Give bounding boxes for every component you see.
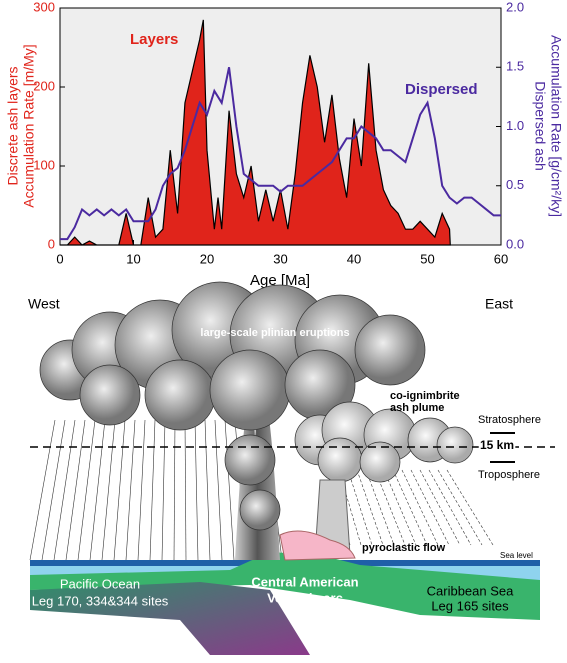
label: pyroclastic flow (362, 542, 446, 554)
ash-fall (428, 469, 472, 546)
ash-fall (365, 469, 395, 546)
ash-fall (173, 419, 176, 561)
label: Volcanic arc (267, 590, 343, 605)
label: Sea level (500, 551, 533, 560)
series-label: Layers (130, 31, 178, 48)
x-tick-label: 20 (200, 251, 214, 266)
y-axis-label: Accumulation Rate [m/My] (21, 44, 37, 207)
x-tick-label: 0 (56, 251, 63, 266)
slab (30, 582, 310, 655)
label: co-ignimbrite (390, 390, 460, 402)
label: Central American (251, 574, 358, 589)
y-axis-label: Discrete ash layers (5, 66, 21, 185)
ash-fall (347, 469, 373, 546)
ash-fall (419, 469, 461, 546)
ash-fall (224, 419, 235, 561)
y-tick-label: 100 (33, 157, 55, 172)
land (30, 552, 540, 620)
ash-fall (184, 419, 187, 561)
pyroclastic-flow (279, 530, 356, 561)
y2-axis-label: Accumulation Rate [g/cm²/ky] (548, 35, 564, 217)
ash-fall (125, 419, 136, 561)
x-tick-label: 50 (420, 251, 434, 266)
line (60, 67, 501, 241)
x-tick-label: 40 (347, 251, 361, 266)
x-tick-label: 60 (494, 251, 508, 266)
label: Caribbean Sea (427, 583, 514, 598)
ash-fall (149, 419, 156, 561)
label: ash plume (390, 402, 444, 414)
x-tick-label: 10 (126, 251, 140, 266)
series-label: Dispersed (405, 81, 478, 98)
label: West (28, 296, 60, 312)
y2-tick-label: 1.0 (506, 118, 524, 133)
x-axis-label: Age [Ma] (250, 272, 310, 289)
y2-tick-label: 0.0 (506, 236, 524, 251)
ash-fall (161, 419, 166, 561)
ash-fall (410, 469, 450, 546)
coignimbrite-cloud (294, 401, 474, 483)
ash-fall (338, 469, 362, 546)
y-tick-label: 200 (33, 78, 55, 93)
ash-fall (77, 419, 96, 561)
ash-fall (137, 419, 146, 561)
label: Leg 170, 334&344 sites (32, 593, 169, 608)
label: 15 km (480, 438, 514, 452)
ash-fall (374, 469, 406, 546)
ash-fall (437, 469, 483, 546)
y2-tick-label: 0.5 (506, 177, 524, 192)
plinian-cloud (39, 281, 426, 531)
ash-fall (204, 419, 211, 561)
ash-fall (65, 419, 86, 561)
ash-fall (214, 419, 223, 561)
y-tick-label: 300 (33, 0, 55, 14)
diagram: West East large-scale plinian eruptions … (28, 281, 555, 655)
label: Pacific Ocean (60, 576, 140, 591)
ash-fall (41, 419, 66, 561)
label: Leg 165 sites (431, 598, 509, 613)
ash-fall (392, 469, 428, 546)
label: Stratosphere (478, 414, 541, 426)
x-tick-label: 30 (273, 251, 287, 266)
y-tick-label: 0 (48, 236, 55, 251)
label: large-scale plinian eruptions (200, 327, 349, 339)
ash-fall (113, 419, 126, 561)
y2-axis-label: Dispersed ash (532, 81, 548, 171)
label: East (485, 296, 513, 312)
label: Troposphere (478, 469, 540, 481)
ash-fall (29, 419, 56, 561)
ash-fall (101, 419, 116, 561)
y2-tick-label: 2.0 (506, 0, 524, 14)
ash-fall (53, 419, 76, 561)
ash-fall (356, 469, 384, 546)
ash-fall (401, 469, 439, 546)
ash-fall (383, 469, 417, 546)
area (60, 19, 451, 246)
y2-tick-label: 1.5 (506, 59, 524, 74)
ash-fall (194, 419, 199, 561)
ash-fall (89, 419, 106, 561)
